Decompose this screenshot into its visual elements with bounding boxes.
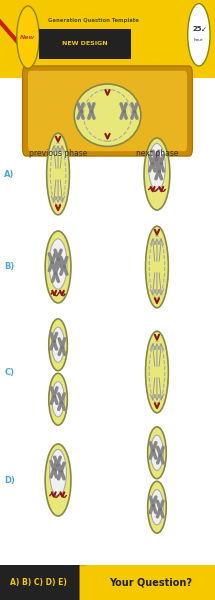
FancyBboxPatch shape [39,29,131,59]
Ellipse shape [146,331,168,413]
Text: A) B) C) D) E): A) B) C) D) E) [10,578,67,587]
Circle shape [151,490,163,525]
Circle shape [52,382,64,417]
Circle shape [50,449,66,496]
Text: A): A) [4,169,15,179]
Ellipse shape [74,84,141,146]
Text: hour: hour [194,38,204,41]
Circle shape [148,481,166,533]
Text: previous phase: previous phase [29,148,87,157]
Circle shape [151,435,163,470]
Circle shape [148,427,166,479]
Text: ✓: ✓ [201,27,207,33]
Ellipse shape [146,226,168,308]
FancyBboxPatch shape [0,0,215,78]
Text: C): C) [4,367,14,377]
Circle shape [45,444,71,516]
Text: D): D) [4,475,15,485]
Text: New: New [20,35,35,40]
Circle shape [188,4,210,66]
FancyBboxPatch shape [86,565,215,600]
Text: Generation Question Template: Generation Question Template [48,18,139,23]
Text: B): B) [4,262,15,271]
Circle shape [52,327,64,362]
FancyBboxPatch shape [0,565,86,600]
FancyBboxPatch shape [23,66,192,156]
Circle shape [144,138,170,210]
Text: NEW DESIGN: NEW DESIGN [62,41,108,46]
Circle shape [49,239,67,289]
FancyBboxPatch shape [28,71,187,151]
Ellipse shape [47,133,69,215]
Text: Your Question?: Your Question? [109,578,192,587]
Polygon shape [80,565,95,600]
Circle shape [149,143,165,190]
Text: next phase: next phase [136,148,178,157]
Text: 25.: 25. [193,26,205,32]
Circle shape [17,6,39,68]
Circle shape [49,319,67,371]
Circle shape [45,231,71,303]
Circle shape [49,373,67,425]
